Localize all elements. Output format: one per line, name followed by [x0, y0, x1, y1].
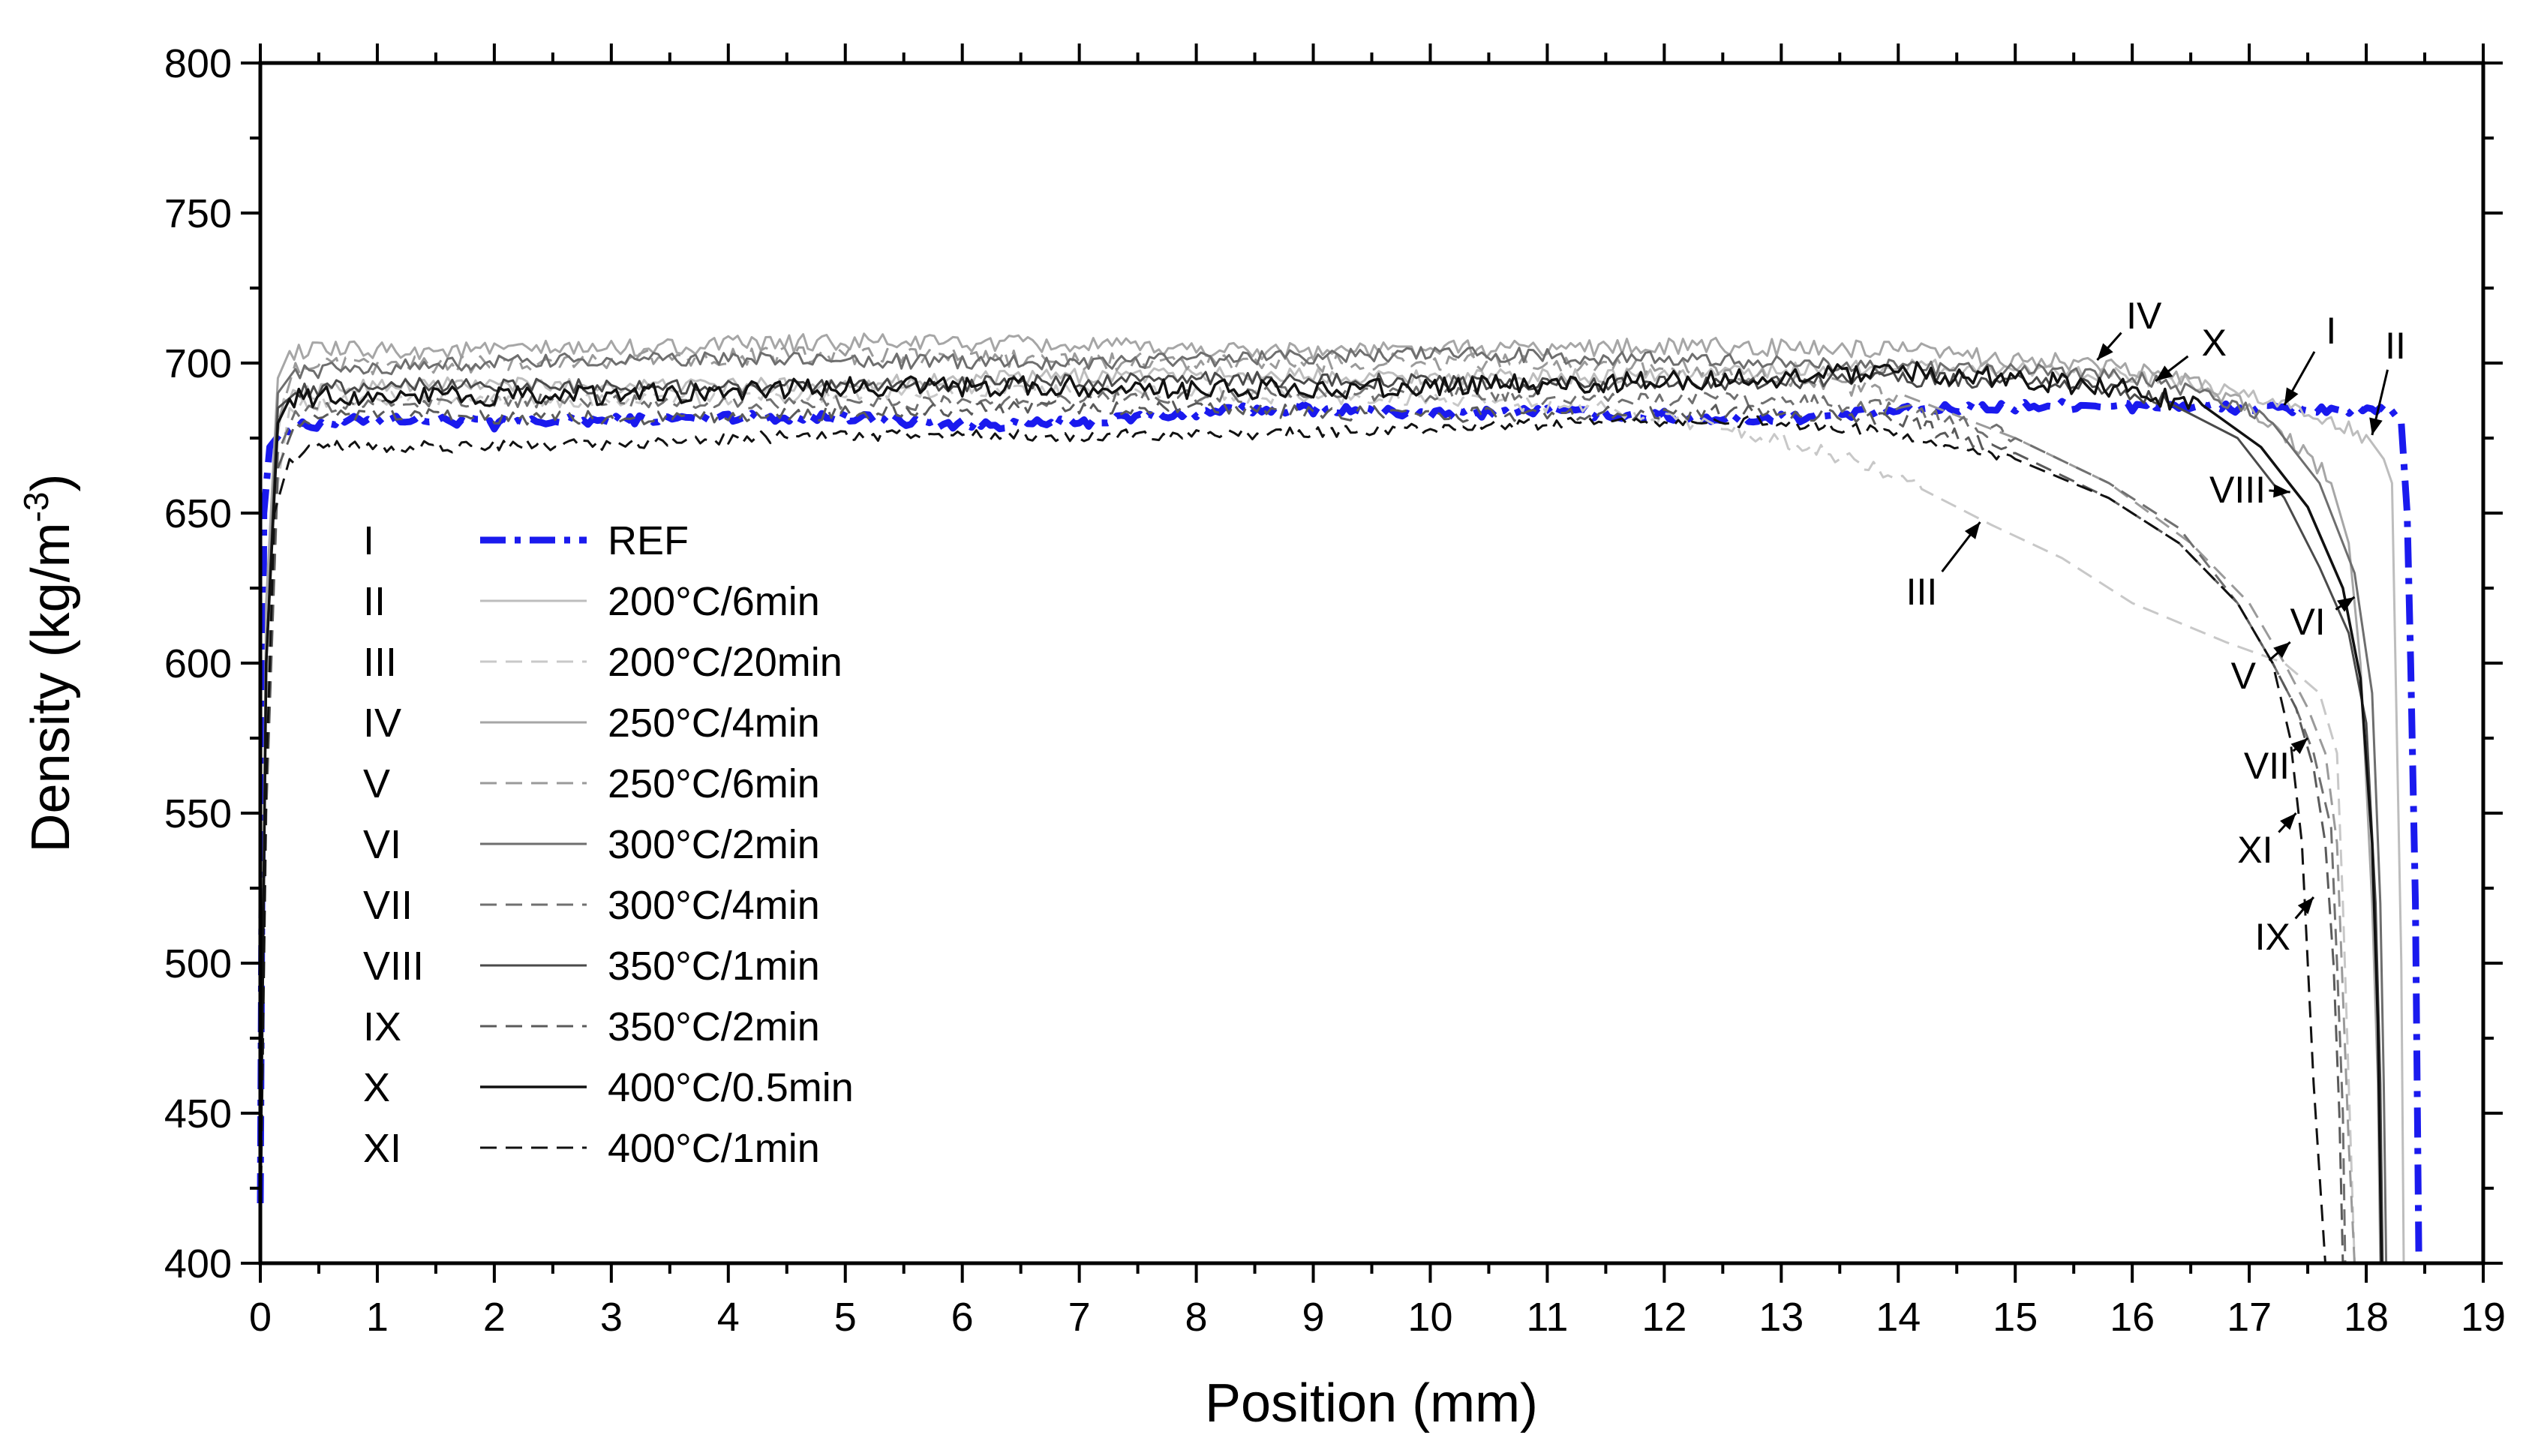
x-tick-label: 1 [366, 1295, 389, 1340]
annotation-label-vi: VI [2290, 601, 2325, 643]
series-line-iv [259, 332, 2382, 1264]
y-axis-label: Density (kg/m-3) [17, 474, 81, 853]
x-tick-label: 8 [1185, 1295, 1208, 1340]
legend-id-x: X [363, 1065, 390, 1110]
legend-label-iii: 200°C/20min [608, 640, 842, 685]
legend-label-viii: 350°C/1min [608, 944, 820, 989]
annotation-label-ii: II [2385, 325, 2406, 367]
annotation-arrow-head [2155, 365, 2173, 381]
legend-label-iv: 250°C/4min [608, 701, 820, 746]
series-line-x [259, 361, 2383, 1264]
y-axis-label-main: Density (kg/m [21, 522, 81, 852]
legend-id-vii: VII [363, 883, 413, 928]
annotation-arrow-head [2369, 417, 2383, 435]
y-tick-label: 800 [164, 41, 232, 86]
y-axis-label-exponent: -3 [17, 491, 56, 522]
annotation-label-iii: III [1906, 571, 1938, 613]
legend-id-iii: III [363, 640, 397, 685]
series-layer [257, 332, 2422, 1264]
y-tick-label: 400 [164, 1241, 232, 1286]
x-tick-label: 13 [1759, 1295, 1804, 1340]
y-tick-label: 650 [164, 491, 232, 536]
annotation-arrow-head [2284, 387, 2299, 405]
legend: I REF II 200°C/6min III 200°C/20min IV 250°C/4m… [363, 518, 854, 1171]
legend-label-vii: 300°C/4min [608, 883, 820, 928]
series-line-vii [259, 386, 2347, 1264]
annotation-arrow-head [2290, 738, 2308, 755]
annotation-arrow-head [2337, 597, 2355, 612]
x-tick-label: 0 [249, 1295, 272, 1340]
x-tick-label: 11 [1526, 1295, 1568, 1340]
y-tick-label: 600 [164, 641, 232, 686]
series-line-viii [259, 371, 2384, 1264]
x-tick-label: 14 [1876, 1295, 1921, 1340]
x-tick-label: 18 [2344, 1295, 2389, 1340]
annotation-arrow-head [1964, 522, 1981, 539]
x-tick-label: 12 [1641, 1295, 1686, 1340]
annotation-label-viii: VIII [2209, 469, 2266, 511]
x-tick-label: 6 [951, 1295, 974, 1340]
legend-label-ix: 350°C/2min [608, 1004, 820, 1049]
y-tick-label: 700 [164, 341, 232, 386]
legend-label-ii: 200°C/6min [608, 579, 820, 624]
annotation-arrow-head [2273, 642, 2290, 659]
x-tick-label: 9 [1302, 1295, 1325, 1340]
x-tick-label: 2 [483, 1295, 506, 1340]
legend-label-i: REF [608, 518, 689, 563]
annotation-label-x: X [2202, 322, 2227, 364]
annotation-arrow-head [2097, 343, 2113, 360]
annotation-label-xi: XI [2237, 829, 2272, 871]
legend-id-v: V [363, 761, 390, 806]
legend-id-vi: VI [363, 822, 401, 867]
legend-id-xi: XI [363, 1126, 401, 1171]
axis-ticks: 0 1 2 3 4 5 6 7 8 9 10 11 12 13 14 15 16 17 18 194004505005… [164, 41, 2506, 1340]
series-line-iii [259, 382, 2356, 1264]
legend-label-xi: 400°C/1min [608, 1126, 820, 1171]
annotation-arrow-head [2273, 484, 2290, 498]
x-tick-label: 16 [2110, 1295, 2155, 1340]
y-tick-label: 500 [164, 941, 232, 986]
x-tick-label: 7 [1068, 1295, 1091, 1340]
annotation-label-v: V [2231, 655, 2257, 697]
y-tick-label: 450 [164, 1091, 232, 1136]
legend-id-viii: VIII [363, 944, 424, 989]
series-line-xi [259, 415, 2326, 1264]
legend-id-i: I [363, 518, 374, 563]
legend-label-vi: 300°C/2min [608, 822, 820, 867]
y-axis-label-close: ) [21, 474, 81, 492]
annotation-label-vii: VII [2244, 745, 2290, 787]
legend-id-ii: II [363, 579, 386, 624]
series-line-i [257, 398, 2422, 1264]
y-tick-label: 550 [164, 791, 232, 836]
annotation-label-iv: IV [2126, 295, 2162, 337]
annotation-label-i: I [2326, 310, 2336, 352]
legend-id-iv: IV [363, 701, 401, 746]
series-line-ix [259, 400, 2344, 1264]
annotation-arrow-head [2280, 813, 2296, 830]
legend-id-ix: IX [363, 1004, 401, 1049]
x-tick-label: 5 [834, 1295, 857, 1340]
x-axis-label: Position (mm) [1205, 1373, 1538, 1433]
x-tick-label: 15 [1993, 1295, 2038, 1340]
x-tick-label: 19 [2461, 1295, 2506, 1340]
x-tick-label: 3 [600, 1295, 623, 1340]
series-line-vi [259, 346, 2388, 1264]
y-tick-label: 750 [164, 191, 232, 236]
annotation-arrow-head [2297, 897, 2314, 914]
x-tick-label: 17 [2227, 1295, 2272, 1340]
plot-area [260, 63, 2483, 1263]
x-tick-label: 10 [1407, 1295, 1452, 1340]
x-tick-label: 4 [717, 1295, 740, 1340]
annotation-label-ix: IX [2255, 916, 2290, 958]
legend-label-x: 400°C/0.5min [608, 1065, 854, 1110]
legend-label-v: 250°C/6min [608, 761, 820, 806]
